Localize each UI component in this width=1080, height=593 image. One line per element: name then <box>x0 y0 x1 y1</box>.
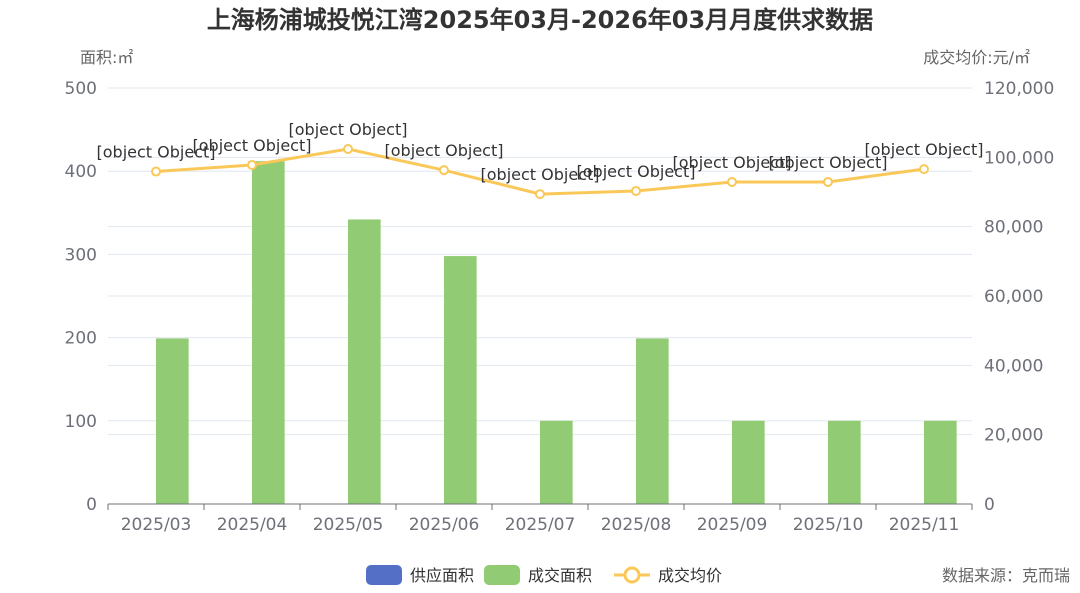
point-label: [object Object] <box>673 153 792 172</box>
legend-swatch <box>366 565 402 585</box>
right-axis-tick-label: 120,000 <box>984 79 1054 99</box>
point-label: [object Object] <box>865 140 984 159</box>
right-axis-label: 成交均价:元/㎡ <box>923 48 1030 67</box>
line-point <box>247 159 257 170</box>
point-label: [object Object] <box>289 120 408 139</box>
left-axis-tick-label: 500 <box>65 79 97 99</box>
right-axis-tick-label: 60,000 <box>984 287 1043 307</box>
left-axis-tick-label: 100 <box>65 412 97 432</box>
x-axis-tick-label: 2025/05 <box>313 515 384 535</box>
right-axis-tick-label: 20,000 <box>984 426 1043 446</box>
line-point <box>631 185 641 196</box>
x-axis-tick-label: 2025/04 <box>217 515 288 535</box>
x-axis-tick-label: 2025/11 <box>889 515 960 535</box>
bar <box>444 256 477 504</box>
point-label: [object Object] <box>97 143 216 162</box>
bar <box>828 420 861 504</box>
point-label: [object Object] <box>193 136 312 155</box>
right-axis-tick-label: 80,000 <box>984 218 1043 238</box>
point-label: [object Object] <box>769 153 888 172</box>
legend-label: 成交均价 <box>658 566 722 585</box>
point-labels: [object Object][object Object][object Ob… <box>97 120 984 184</box>
data-source-note: 数据来源：克而瑞 <box>942 566 1070 585</box>
chart-title: 上海杨浦城投悦江湾2025年03月-2026年03月月度供求数据 <box>207 6 873 34</box>
left-axis-tick-label: 400 <box>65 162 97 182</box>
legend-label: 供应面积 <box>410 566 474 585</box>
right-axis-tick-label: 0 <box>984 495 995 515</box>
left-axis-tick-label: 200 <box>65 329 97 349</box>
left-axis-label: 面积:㎡ <box>80 48 133 67</box>
bar <box>348 219 381 504</box>
line-point <box>535 189 545 200</box>
x-axis-tick-label: 2025/09 <box>697 515 768 535</box>
axes: 0 100 200 300 400 500 0 20,000 40,000 60,000 80,00… <box>65 79 1055 535</box>
line-point <box>823 176 833 187</box>
left-axis-tick-label: 0 <box>86 495 97 515</box>
bar-series <box>156 161 957 504</box>
line-point <box>919 164 929 175</box>
bar <box>540 420 573 504</box>
x-axis-tick-label: 2025/06 <box>409 515 480 535</box>
line-point <box>439 165 449 176</box>
legend-swatch-marker <box>623 566 641 584</box>
x-axis-tick-label: 2025/10 <box>793 515 864 535</box>
right-axis-tick-label: 100,000 <box>984 148 1054 168</box>
line-point <box>727 176 737 187</box>
line-point <box>151 166 161 177</box>
bar <box>252 161 285 504</box>
left-axis-tick-label: 300 <box>65 245 97 265</box>
point-label: [object Object] <box>385 141 504 160</box>
x-axis-tick-label: 2025/08 <box>601 515 672 535</box>
point-label: [object Object] <box>577 162 696 181</box>
legend: 供应面积 成交面积 成交均价 <box>366 565 722 585</box>
x-axis-tick-label: 2025/03 <box>121 515 192 535</box>
line-series <box>151 144 929 200</box>
x-axis-tick-label: 2025/07 <box>505 515 576 535</box>
legend-swatch <box>484 565 520 585</box>
bar <box>924 420 957 504</box>
legend-label: 成交面积 <box>528 566 592 585</box>
bar <box>156 338 189 504</box>
point-label: [object Object] <box>481 165 600 184</box>
bar <box>636 338 669 504</box>
bar <box>732 420 765 504</box>
line-point <box>343 144 353 155</box>
right-axis-tick-label: 40,000 <box>984 356 1043 376</box>
